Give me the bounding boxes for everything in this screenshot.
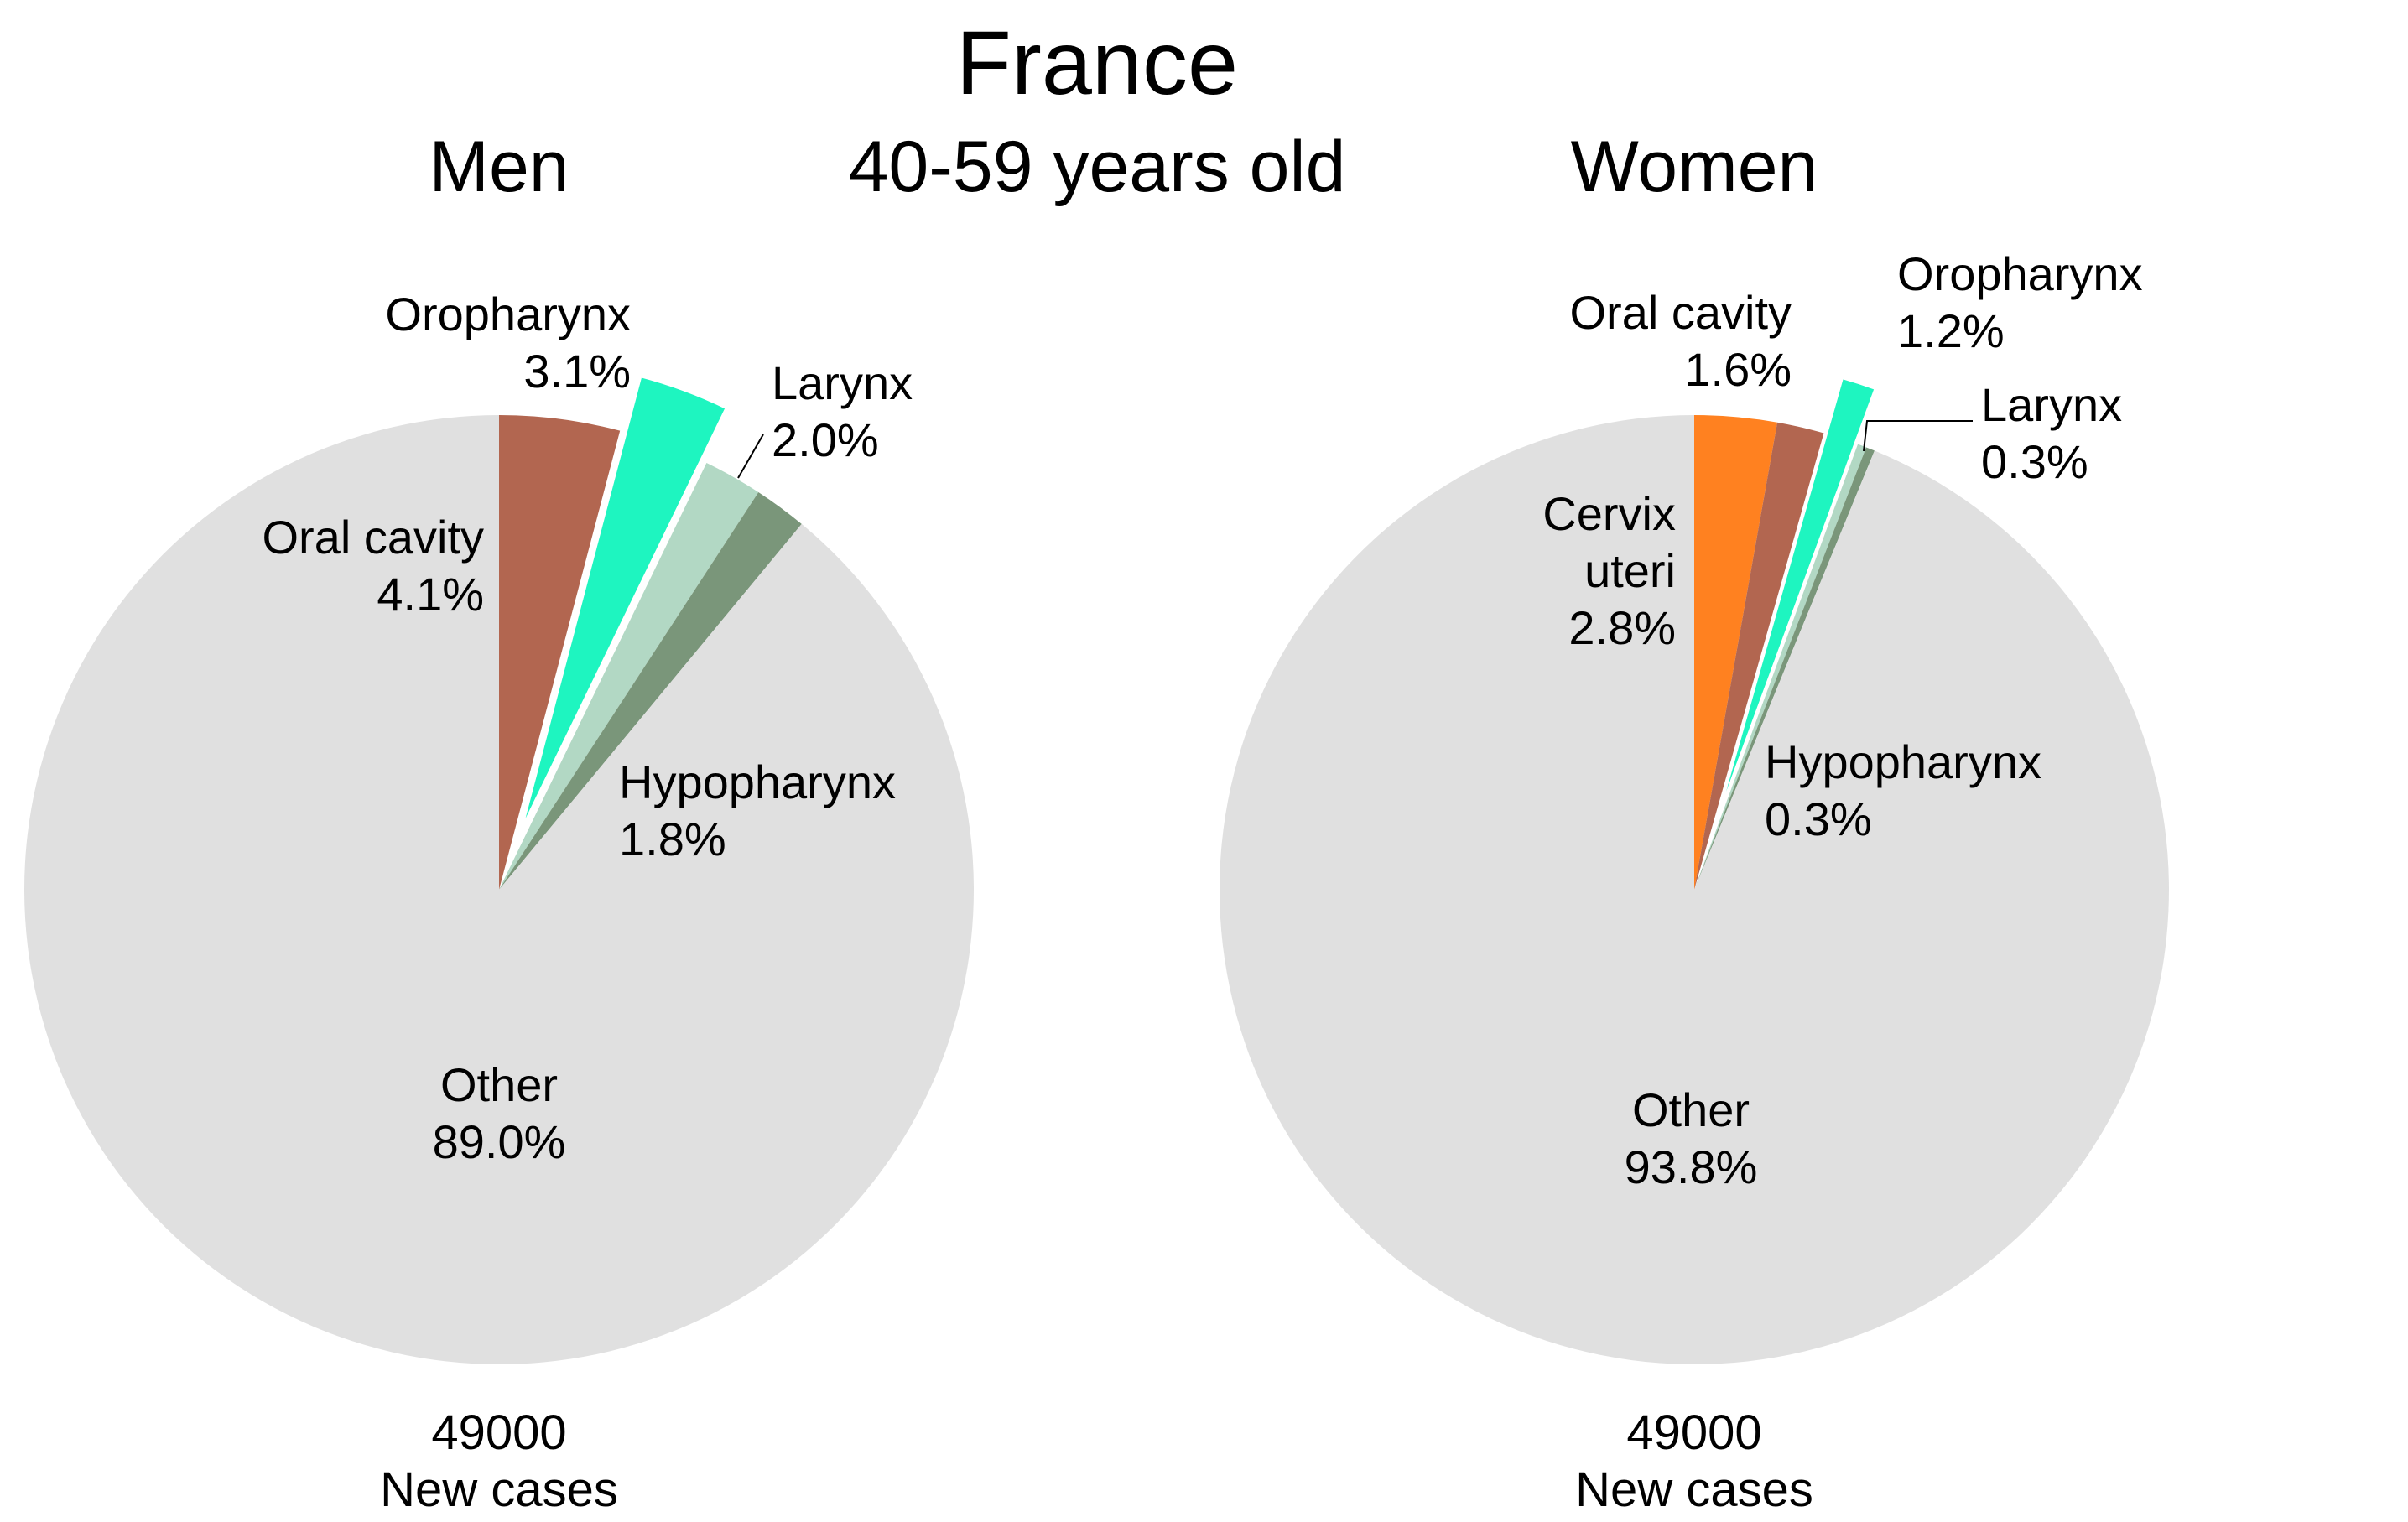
pie-women-slice-oropharynx (1710, 375, 1879, 835)
figure-subtitle: 40-59 years old (849, 127, 1346, 207)
pie-men-title: Men (429, 127, 569, 207)
label-men-hypopharynx-value: 1.8% (619, 813, 726, 865)
label-men-oropharynx-value: 3.1% (523, 345, 631, 397)
label-men-oral-cavity-name: Oral cavity (263, 511, 485, 564)
label-women-larynx-name: Larynx (1981, 378, 2122, 431)
label-women-hypopharynx-value: 0.3% (1765, 792, 1872, 845)
leader-line-men-larynx (737, 434, 764, 479)
label-women-oropharynx-value: 1.2% (1897, 304, 2005, 357)
pie-women-total: 49000 (1626, 1405, 1761, 1460)
label-women-other-value: 93.8% (1625, 1140, 1758, 1193)
pie-women: Women Cervix uteri 2.8% Oral cavity 1.6%… (1219, 127, 2169, 1517)
pie-men-total-caption: New cases (380, 1462, 618, 1517)
label-women-other-name: Other (1632, 1083, 1750, 1136)
label-men-larynx-name: Larynx (772, 356, 913, 409)
pie-women-slice-oral-cavity (1694, 422, 1824, 890)
label-men-hypopharynx-name: Hypopharynx (619, 756, 896, 808)
label-women-cervix-uteri-name-1: Cervix (1542, 487, 1676, 540)
label-men-other-value: 89.0% (433, 1115, 566, 1168)
label-women-cervix-uteri-name-2: uteri (1584, 544, 1676, 597)
pie-women-slices (1219, 375, 2169, 1365)
label-women-oropharynx-name: Oropharynx (1897, 247, 2143, 300)
label-women-larynx-value: 0.3% (1981, 435, 2088, 488)
pie-men: Men Oral cavity 4.1% Oropharynx 3.1% Lar… (23, 127, 974, 1517)
pie-men-slices (23, 373, 974, 1364)
pie-women-slice-hypopharynx (1694, 447, 1875, 890)
pie-men-slice-larynx (499, 462, 759, 890)
label-men-larynx-value: 2.0% (772, 413, 879, 466)
pie-women-title: Women (1571, 127, 1818, 207)
pie-women-slice-other (1219, 415, 2169, 1365)
pie-men-total: 49000 (431, 1405, 566, 1460)
label-women-oral-cavity-value: 1.6% (1684, 343, 1792, 396)
pie-women-slice-cervix-uteri (1694, 415, 1778, 890)
pie-men-slice-oropharynx (517, 373, 730, 836)
label-women-hypopharynx-name: Hypopharynx (1765, 735, 2041, 788)
pie-women-total-caption: New cases (1575, 1462, 1813, 1517)
pie-men-slice-oral-cavity (499, 415, 621, 890)
label-women-oral-cavity-name: Oral cavity (1570, 286, 1792, 339)
leader-line-women-larynx (1863, 420, 1973, 452)
figure-title: France (956, 12, 1238, 113)
label-men-other-name: Other (440, 1058, 558, 1111)
label-men-oropharynx-name: Oropharynx (385, 288, 631, 340)
pie-men-slice-hypopharynx (499, 491, 802, 890)
pie-men-slice-other (23, 415, 974, 1364)
label-women-cervix-uteri-value: 2.8% (1568, 601, 1676, 654)
pie-women-slice-larynx (1694, 444, 1867, 890)
label-men-oral-cavity-value: 4.1% (377, 568, 484, 621)
